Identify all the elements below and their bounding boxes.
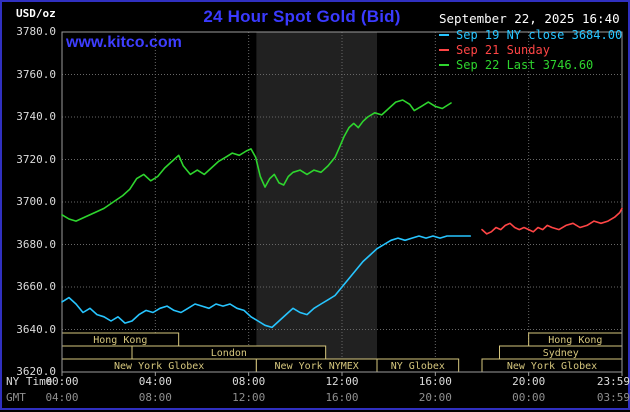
y-axis-unit-label: USD/oz	[16, 7, 56, 20]
x-axis-tick-label-ny: 00:00	[45, 375, 79, 388]
kitco-watermark-link[interactable]: www.kitco.com	[66, 34, 182, 51]
legend-series-label: Sep 22 Last 3746.60	[456, 57, 594, 72]
x-axis-tick-label-ny: 16:00	[418, 375, 452, 388]
y-axis-tick-label: 3620.0	[16, 365, 56, 378]
legend-series-label: Sep 19 NY close 3684.00	[456, 27, 623, 42]
session-label: Hong Kong	[548, 335, 602, 346]
session-label: Hong Kong	[93, 335, 147, 346]
legend: Sep 19 NY close 3684.00 Sep 21 Sunday Sep …	[439, 27, 622, 72]
y-axis-tick-label: 3760.0	[16, 67, 56, 81]
legend-item: Sep 19 NY close 3684.00	[439, 27, 622, 42]
y-axis-tick-label: 3640.0	[16, 322, 56, 336]
x-axis-tick-label-ny: 12:00	[325, 375, 359, 388]
legend-series-dash-icon	[439, 33, 449, 36]
x-axis-tick-label-gmt: 12:00	[232, 391, 266, 404]
y-axis-tick-label: 3720.0	[16, 152, 56, 166]
x-axis-tick-label-gmt: 20:00	[418, 391, 452, 404]
legend-series-label: Sep 21 Sunday	[456, 42, 550, 57]
x-axis-tick-label-ny: 08:00	[232, 375, 266, 388]
x-axis-tick-label-ny: 04:00	[138, 375, 172, 388]
session-label: NY Globex	[391, 361, 445, 372]
x-axis-tick-label-ny: 23:59	[596, 375, 630, 388]
x-axis-tick-label-gmt: 04:00	[45, 391, 79, 404]
legend-item: Sep 22 Last 3746.60	[439, 57, 622, 72]
y-axis-tick-label: 3780.0	[16, 25, 56, 38]
y-axis-tick-label: 3740.0	[16, 110, 56, 123]
legend-series-dash-icon	[439, 48, 449, 51]
y-axis-tick-label: 3700.0	[16, 195, 56, 208]
nymex-session-band	[256, 32, 377, 372]
series-line-sep22	[61, 99, 452, 222]
series-line-sep19	[61, 235, 472, 329]
legend-item: Sep 21 Sunday	[439, 42, 622, 57]
session-label: New York Globex	[114, 361, 204, 372]
legend-series-dash-icon	[439, 63, 449, 66]
x-axis-tick-label-ny: 20:00	[512, 375, 546, 388]
gmt-axis-label: GMT	[6, 391, 26, 404]
session-label: New York Globex	[507, 361, 597, 372]
x-axis-tick-label-gmt: 08:00	[138, 391, 172, 404]
x-axis-tick-label-gmt: 16:00	[325, 391, 359, 404]
y-axis-tick-label: 3660.0	[16, 280, 56, 293]
series-line-sep21	[481, 207, 623, 235]
chart-title: 24 Hour Spot Gold (Bid)	[203, 7, 401, 26]
x-axis-tick-label-gmt: 00:00	[512, 391, 546, 404]
chart-datetime: September 22, 2025 16:40	[439, 11, 620, 26]
session-label: Sydney	[543, 348, 579, 359]
y-axis-tick-label: 3680.0	[16, 237, 56, 251]
session-label: New York NYMEX	[275, 361, 359, 372]
x-axis-tick-label-gmt: 03:59	[596, 391, 630, 404]
session-label: London	[211, 348, 247, 359]
ny-time-axis-label: NY Time	[6, 375, 53, 388]
